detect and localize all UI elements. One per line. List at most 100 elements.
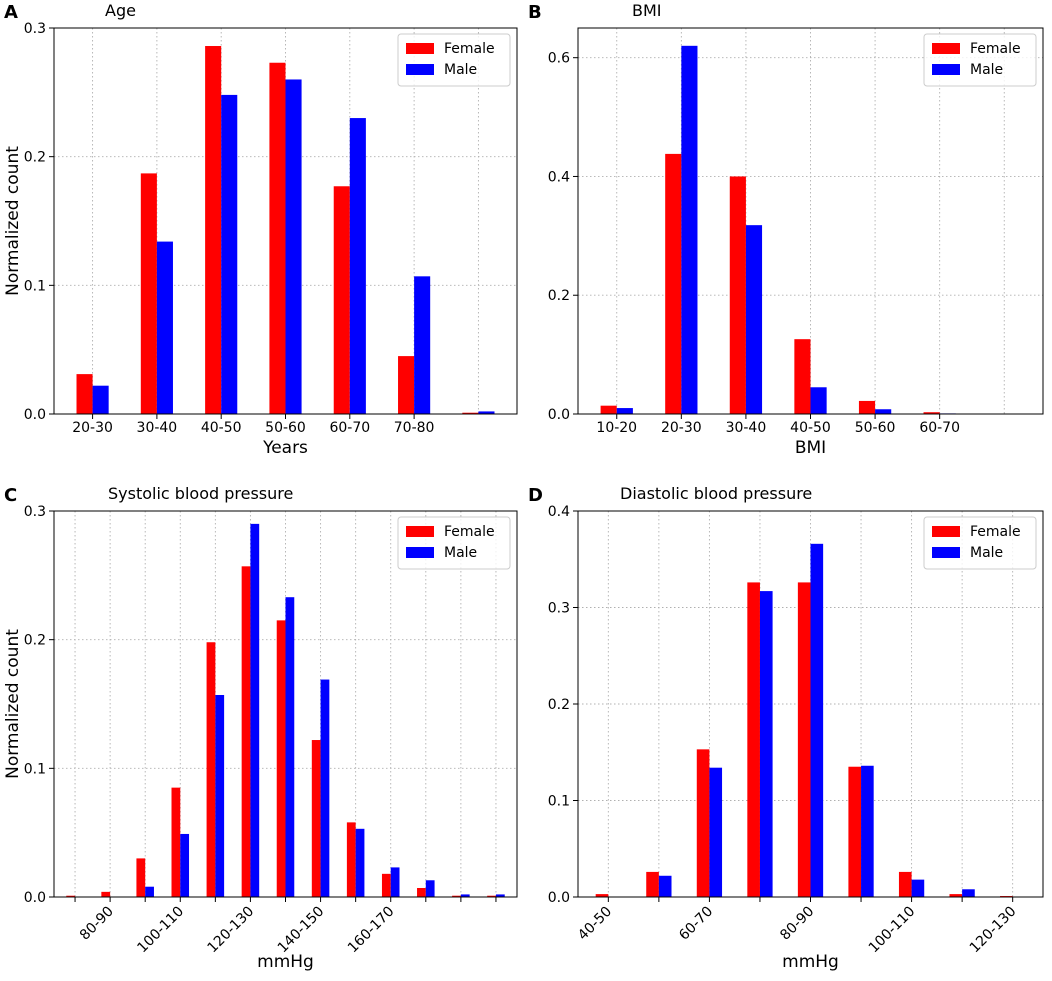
legend-label-male: Male <box>444 545 477 561</box>
bar-male-100-110 <box>180 833 190 897</box>
bar-male-90-100 <box>145 886 154 897</box>
legend-swatch-female <box>406 43 434 54</box>
bar-female-20-30 <box>665 153 682 414</box>
panel-letter: A <box>4 2 18 23</box>
legend-label-female: Female <box>444 41 495 57</box>
bar-female-90-100 <box>848 766 862 897</box>
y-tick-label: 0.6 <box>548 51 570 67</box>
bar-male-160-170 <box>390 867 400 897</box>
bar-female-110-120 <box>949 894 963 897</box>
x-tick-label: 100-110 <box>134 904 187 957</box>
y-tick-label: 0.0 <box>24 890 46 906</box>
bar-male-10-20 <box>616 408 633 414</box>
y-tick-label: 0.3 <box>24 21 46 37</box>
bar-female-60-70 <box>923 412 940 414</box>
panel-a: 0.0 0.1 0.2 0.3 20-30 30-40 40-50 50-60 60-70 70-… <box>3 1 518 458</box>
x-tick-label: 30-40 <box>726 420 767 436</box>
legend: Female Male <box>397 33 511 87</box>
bar-female-40-50 <box>205 46 222 414</box>
legend-label-male: Male <box>970 545 1003 561</box>
panel-title: Age <box>105 1 136 20</box>
x-tick-label: 60-70 <box>919 420 960 436</box>
legend: Female Male <box>397 516 511 570</box>
bar-male-20-30 <box>681 45 698 415</box>
y-tick-label: 0.0 <box>548 890 570 906</box>
bar-female-110-120 <box>206 642 216 897</box>
bar-male-110-120 <box>962 889 975 897</box>
y-tick-label: 0.4 <box>548 169 570 185</box>
y-tick-label: 0.2 <box>548 697 570 713</box>
x-tick-label: 100-110 <box>866 904 919 957</box>
legend-swatch-female <box>406 526 434 537</box>
x-tick-label: 120-130 <box>205 904 258 957</box>
y-tick-label: 0.3 <box>24 504 46 520</box>
bar-male-110-120 <box>215 694 225 897</box>
bar-male-150-160 <box>355 828 365 897</box>
bar-male-50-60 <box>285 79 302 414</box>
bar-female-100-110 <box>171 787 181 897</box>
y-tick-label: 0.4 <box>548 504 570 520</box>
bar-female-extra <box>462 412 479 414</box>
bar-male-90-100 <box>861 765 874 897</box>
x-tick-label: 40-50 <box>790 420 831 436</box>
y-tick-label: 0.2 <box>24 633 46 649</box>
bar-male-140-150 <box>320 679 330 897</box>
x-tick-label: 50-60 <box>855 420 896 436</box>
legend-label-male: Male <box>444 62 477 78</box>
panel-d: 0.0 0.1 0.2 0.3 0.4 40-50 60-70 80-90 100-110 120… <box>528 484 1044 972</box>
bar-female-10-20 <box>600 405 617 414</box>
legend-swatch-male <box>932 547 960 558</box>
panel-letter: B <box>528 2 542 23</box>
legend-label-female: Female <box>970 524 1021 540</box>
bar-male-180-190 <box>460 894 470 897</box>
x-tick-label: 160-170 <box>345 904 398 957</box>
bar-female-60-70 <box>333 186 350 414</box>
bar-female-60-70 <box>696 749 710 897</box>
bar-male-130-140 <box>285 597 295 897</box>
bar-female-170-180 <box>417 887 426 897</box>
x-tick-label: 50-60 <box>265 420 306 436</box>
bar-male-60-70 <box>709 767 723 897</box>
legend-swatch-female <box>932 526 960 537</box>
bar-male-70-80 <box>414 276 431 414</box>
x-tick-label: 60-70 <box>329 420 370 436</box>
bar-female-30-40 <box>140 173 157 414</box>
x-tick-label: 10-20 <box>596 420 637 436</box>
x-tick-label: 20-30 <box>72 420 113 436</box>
x-axis-label: mmHg <box>257 952 314 972</box>
legend-swatch-male <box>932 64 960 75</box>
bar-female-50-60 <box>858 400 876 414</box>
panel-b: 0.0 0.2 0.4 0.6 10-20 20-30 30-40 40-50 50-60 60-… <box>528 1 1044 458</box>
bar-male-30-40 <box>156 241 173 414</box>
bar-male-20-30 <box>92 385 109 414</box>
y-tick-label: 0.0 <box>24 407 46 423</box>
panel-title: BMI <box>632 1 662 20</box>
bar-male-60-70 <box>349 118 366 415</box>
bar-female-90-100 <box>136 858 146 897</box>
bar-female-130-140 <box>276 620 286 897</box>
bar-female-20-30 <box>76 374 93 414</box>
bar-female-50-60 <box>646 871 659 897</box>
legend-swatch-male <box>406 547 434 558</box>
panel-letter: D <box>528 485 543 506</box>
y-axis-label: Normalized count <box>3 146 23 296</box>
bar-male-30-40 <box>745 225 763 414</box>
bar-female-80-90 <box>797 582 811 897</box>
panel-c: 0.0 0.1 0.2 0.3 80-90 100-110 120-130 140-150 16… <box>3 484 518 972</box>
legend-swatch-female <box>932 43 960 54</box>
legend: Female Male <box>923 516 1037 570</box>
bar-female-150-160 <box>346 822 356 897</box>
panel-title: Diastolic blood pressure <box>620 484 812 503</box>
bar-female-180-190 <box>452 895 461 897</box>
bar-female-70-80 <box>747 582 760 897</box>
x-tick-label: 120-130 <box>967 904 1020 957</box>
x-tick-label: 80-90 <box>777 904 817 944</box>
x-tick-label: 70-80 <box>394 420 435 436</box>
bar-female-40-50 <box>794 339 811 414</box>
panel-title: Systolic blood pressure <box>108 484 293 503</box>
bar-male-50-60 <box>658 875 672 897</box>
x-tick-label: 40-50 <box>201 420 242 436</box>
legend: Female Male <box>923 33 1037 87</box>
bar-male-50-60 <box>875 409 892 414</box>
